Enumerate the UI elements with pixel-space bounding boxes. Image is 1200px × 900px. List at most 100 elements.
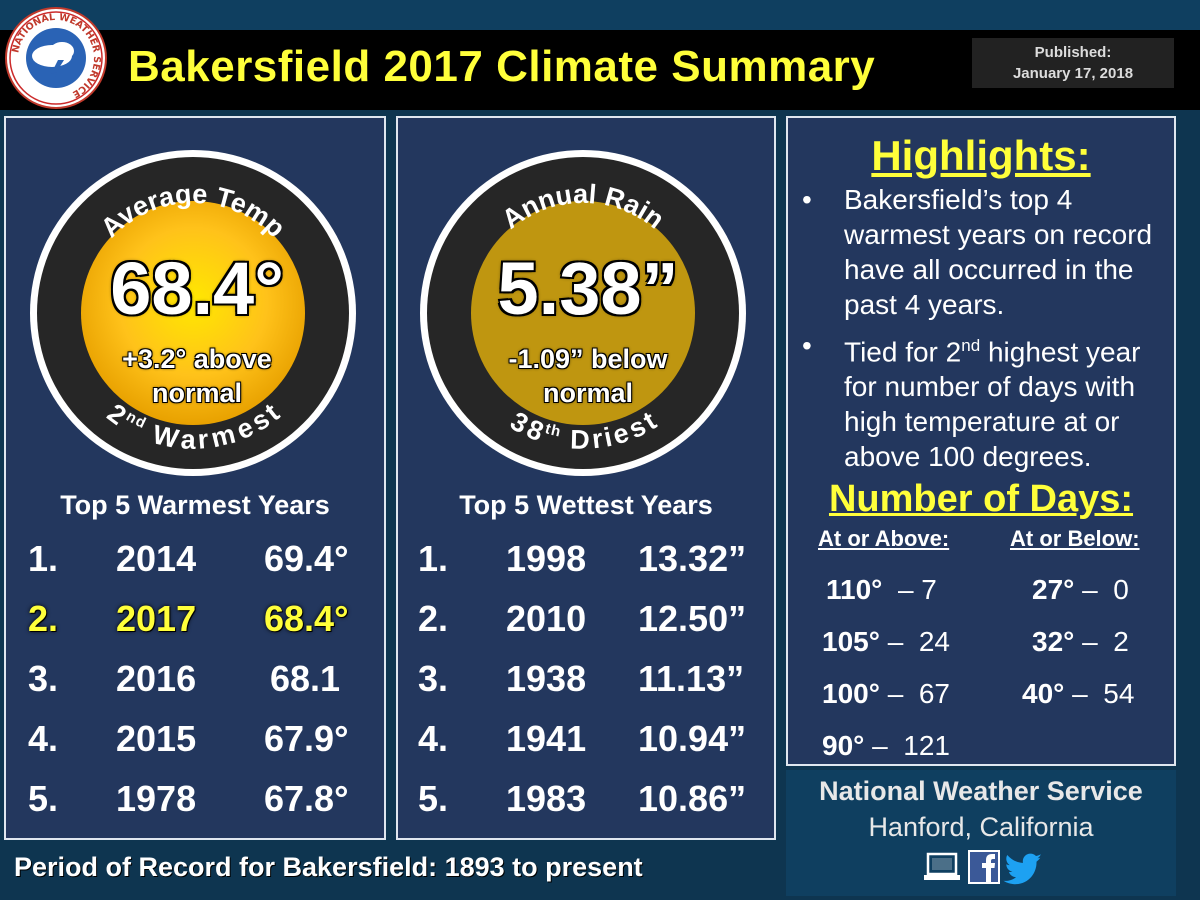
days-below-row: 27° – 0 [1032,574,1129,606]
year: 2017 [116,598,197,639]
threshold-temp: 40° [1022,678,1065,709]
day-count: – 7 [897,574,937,605]
threshold-temp: 90° [822,730,865,761]
rain-value: 11.13” [638,658,745,699]
wettest-row: 4. 1941 10.94” [398,718,774,774]
rank-number: 5. [28,778,59,819]
bullet-icon: • [802,184,812,215]
number-of-days-title: Number of Days: [828,478,1134,520]
rain-value: 10.94” [638,718,747,759]
temp-value: 67.8° [264,778,349,819]
highlight-bullet-2-sup: nd [961,336,981,355]
nws-office-box: National Weather Service Hanford, Califo… [786,770,1176,896]
nws-location: Hanford, California [868,812,1094,842]
rank-number: 4. [418,718,449,759]
rain-value: 5.38” [497,247,679,330]
warmest-row: 1. 2014 69.4° [6,538,384,594]
temp-delta-line1: +3.2° above [122,344,272,374]
highlight-bullet-2-a: Tied for 2 [844,336,962,368]
temperature-badge: Average Temp 2nd Warmest [28,148,358,478]
social-icons [924,850,1044,886]
highlights-panel: Highlights: • Bakersfield’s top 4 warmes… [786,116,1176,766]
wettest-list-title: Top 5 Wettest Years [459,490,713,520]
highlight-bullet-2-b: highest year for number of days with hig… [844,336,1141,473]
year: 2015 [116,718,197,759]
year: 2014 [116,538,197,579]
year: 1938 [506,658,587,699]
temp-value: 68.4° [264,598,349,639]
rainfall-panel: Annual Rain 38th Driest 5.38” -1.09” bel… [396,116,776,840]
year: 2010 [506,598,587,639]
nws-logo: NATIONAL WEATHER SERVICE [4,6,108,110]
bullet-icon: • [802,330,812,361]
period-of-record: Period of Record for Bakersfield: 1893 t… [14,852,643,882]
twitter-icon[interactable] [1003,853,1042,885]
rainfall-badge: Annual Rain 38th Driest [418,148,748,478]
year: 2016 [116,658,197,699]
warmest-row: 3. 2016 68.1 [6,658,384,714]
at-or-below-heading: At or Below: [1010,526,1140,551]
highlight-bullet-2: Tied for 2nd highest year for number of … [844,328,1174,474]
temp-value: 68.4° [110,247,284,330]
rank-number: 5. [418,778,449,819]
threshold-temp: 27° [1032,574,1075,605]
wettest-row: 2. 2010 12.50” [398,598,774,654]
year: 1998 [506,538,587,579]
rain-value: 10.86” [638,778,747,819]
year: 1983 [506,778,587,819]
nws-name: National Weather Service [819,776,1143,806]
rain-delta-line2: normal [542,378,634,408]
published-box: Published: January 17, 2018 [972,38,1174,88]
day-count: – 54 [1072,678,1135,709]
rain-rank-sup: th [543,420,562,440]
published-label: Published: [1034,44,1112,61]
facebook-icon[interactable] [968,850,1000,884]
rank-number: 2. [28,598,59,639]
rank-number: 1. [418,538,449,579]
temp-value: 69.4° [264,538,349,579]
wettest-row: 3. 1938 11.13” [398,658,774,714]
days-above-row: 90° – 121 [822,730,950,762]
days-below-row: 40° – 54 [1022,678,1134,710]
warmest-row: 4. 2015 67.9° [6,718,384,774]
rain-value: 12.50” [638,598,747,639]
rank-number: 2. [418,598,449,639]
warmest-list-title: Top 5 Warmest Years [60,490,330,520]
rain-delta-line1: -1.09” below [508,344,668,374]
rain-value: 13.32” [638,538,747,579]
day-count: – 24 [887,626,950,657]
highlights-title: Highlights: [871,132,1091,179]
day-count: – 121 [872,730,950,761]
temp-value: 67.9° [264,718,349,759]
warmest-row: 5. 1978 67.8° [6,778,384,834]
wettest-row: 1. 1998 13.32” [398,538,774,594]
rank-number: 3. [28,658,59,699]
at-or-above-heading: At or Above: [818,526,950,551]
wettest-row: 5. 1983 10.86” [398,778,774,834]
day-count: – 0 [1082,574,1129,605]
day-count: – 67 [887,678,950,709]
days-above-row: 105° – 24 [822,626,950,658]
top-strip [0,0,1200,30]
warmest-row-highlighted: 2. 2017 68.4° [6,598,384,654]
temp-value: 68.1 [270,658,341,699]
laptop-icon[interactable] [924,852,960,880]
threshold-temp: 32° [1032,626,1075,657]
year: 1978 [116,778,197,819]
threshold-temp: 110° [826,574,883,605]
threshold-temp: 105° [822,626,880,657]
rank-number: 1. [28,538,59,579]
page-title: Bakersfield 2017 Climate Summary [128,42,876,91]
rank-number: 3. [418,658,449,699]
published-date: January 17, 2018 [1012,65,1134,82]
days-above-row: 110° – 7 [826,574,937,606]
threshold-temp: 100° [822,678,880,709]
rank-number: 4. [28,718,59,759]
days-below-row: 32° – 2 [1032,626,1129,658]
temp-delta-line2: normal [151,378,243,408]
days-above-row: 100° – 67 [822,678,950,710]
temperature-panel: Average Temp 2nd Warmest 68.4° +3.2° abo… [4,116,386,840]
year: 1941 [506,718,587,759]
highlight-bullet-1: Bakersfield’s top 4 warmest years on rec… [844,184,1153,320]
day-count: – 2 [1082,626,1129,657]
